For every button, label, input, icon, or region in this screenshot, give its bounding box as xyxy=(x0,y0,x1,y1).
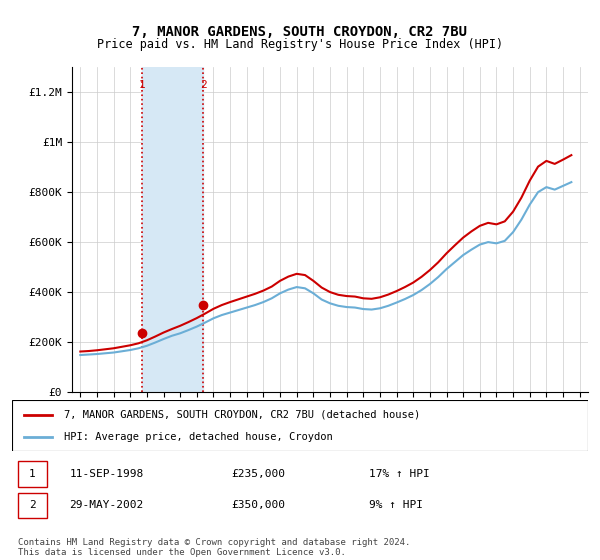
Text: 29-MAY-2002: 29-MAY-2002 xyxy=(70,501,144,511)
FancyBboxPatch shape xyxy=(18,461,47,487)
Text: £350,000: £350,000 xyxy=(231,501,285,511)
FancyBboxPatch shape xyxy=(18,493,47,518)
Text: Price paid vs. HM Land Registry's House Price Index (HPI): Price paid vs. HM Land Registry's House … xyxy=(97,38,503,51)
Text: 7, MANOR GARDENS, SOUTH CROYDON, CR2 7BU (detached house): 7, MANOR GARDENS, SOUTH CROYDON, CR2 7BU… xyxy=(64,409,420,419)
Text: 7, MANOR GARDENS, SOUTH CROYDON, CR2 7BU: 7, MANOR GARDENS, SOUTH CROYDON, CR2 7BU xyxy=(133,25,467,39)
Text: HPI: Average price, detached house, Croydon: HPI: Average price, detached house, Croy… xyxy=(64,432,332,442)
Text: 17% ↑ HPI: 17% ↑ HPI xyxy=(369,469,430,479)
Text: 9% ↑ HPI: 9% ↑ HPI xyxy=(369,501,423,511)
Text: 1: 1 xyxy=(29,469,35,479)
Text: 11-SEP-1998: 11-SEP-1998 xyxy=(70,469,144,479)
Bar xyxy=(142,67,203,392)
Text: 2: 2 xyxy=(200,80,207,90)
Text: 2: 2 xyxy=(29,501,35,511)
FancyBboxPatch shape xyxy=(12,400,588,451)
Text: Contains HM Land Registry data © Crown copyright and database right 2024.
This d: Contains HM Land Registry data © Crown c… xyxy=(18,538,410,557)
Text: 1: 1 xyxy=(139,80,145,90)
Text: £235,000: £235,000 xyxy=(231,469,285,479)
